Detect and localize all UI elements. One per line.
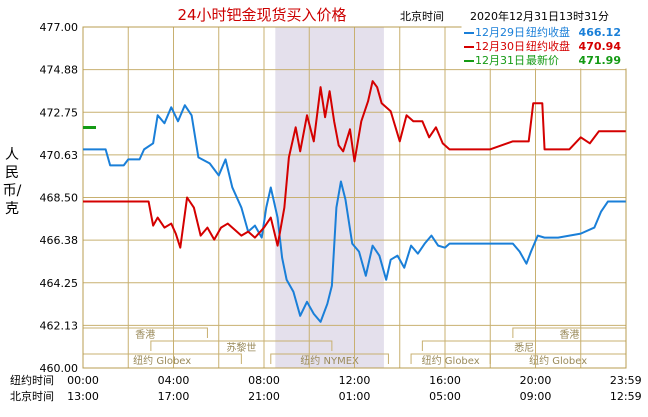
- session-label: 香港: [135, 329, 155, 341]
- y-tick-label: 464.25: [40, 277, 79, 290]
- session-bracket: [150, 340, 333, 351]
- series-line: [83, 104, 626, 323]
- x-tick-label: 01:00: [339, 390, 371, 403]
- legend-date: 12月30日: [475, 40, 525, 53]
- x-tick-label: 23:59: [610, 374, 642, 387]
- session-label: 悉尼: [514, 342, 534, 354]
- legend: 12月29日 纽约收盘 466.12 12月30日 纽约收盘 470.94 12月31日 最新…: [461, 23, 627, 69]
- legend-desc: 纽约收盘: [526, 25, 570, 39]
- x-tick-label: 12:59: [610, 390, 642, 403]
- session-label: 纽约 Globex: [133, 354, 191, 367]
- x-row-label: 纽约时间: [10, 373, 54, 387]
- legend-value: 470.94: [579, 40, 622, 53]
- session-label: 纽约 NYMEX: [300, 354, 359, 367]
- x-tick-label: 08:00: [248, 374, 280, 387]
- session-label: 纽约 Globex: [529, 354, 587, 367]
- legend-date: 12月31日: [475, 54, 525, 67]
- x-tick-label: 09:00: [520, 390, 552, 403]
- session-bracket: [270, 353, 389, 364]
- legend-desc: 最新价: [526, 53, 559, 67]
- legend-value: 466.12: [579, 26, 621, 39]
- chart-title: 24小时钯金现货买入价格: [177, 6, 346, 24]
- x-tick-label: 00:00: [67, 374, 99, 387]
- series-line: [83, 80, 626, 249]
- x-tick-label: 13:00: [67, 390, 99, 403]
- series-layer: [83, 80, 626, 323]
- session-label: 苏黎世: [226, 341, 256, 354]
- y-tick-label: 472.75: [40, 106, 79, 119]
- y-tick-label: 462.13: [40, 319, 79, 332]
- y-tick-label: 470.63: [40, 149, 79, 162]
- y-tick-label: 468.50: [40, 192, 79, 205]
- y-tick-label: 460.00: [40, 362, 79, 375]
- x-row-label: 北京时间: [10, 389, 54, 403]
- x-tick-label: 20:00: [520, 374, 552, 387]
- x-tick-label: 05:00: [429, 390, 461, 403]
- session-label: 纽约 Globex: [422, 354, 480, 367]
- legend-date: 12月29日: [475, 26, 525, 39]
- y-tick-label: 466.38: [40, 234, 79, 247]
- legend-background: [461, 23, 627, 69]
- grid-layer: [82, 26, 627, 369]
- x-tick-label: 16:00: [429, 374, 461, 387]
- x-tick-label: 04:00: [158, 374, 190, 387]
- x-tick-label: 17:00: [158, 390, 190, 403]
- y-axis-label: 人民币/克: [2, 147, 22, 217]
- x-tick-label: 12:00: [339, 374, 371, 387]
- y-tick-label: 474.88: [40, 64, 79, 77]
- y-tick-label: 477.00: [40, 21, 79, 34]
- legend-value: 471.99: [579, 54, 621, 67]
- x-tick-label: 21:00: [248, 390, 280, 403]
- session-label: 香港: [559, 329, 579, 341]
- chart-subtitle-location: 北京时间: [400, 9, 444, 23]
- chart-subtitle-datetime: 2020年12月31日13时31分: [470, 9, 609, 23]
- plot-frame: [82, 26, 627, 369]
- legend-desc: 纽约收盘: [526, 39, 570, 53]
- axes-layer: 477.00 474.88 472.75 470.63 468.50 466.38 464.…: [10, 21, 642, 403]
